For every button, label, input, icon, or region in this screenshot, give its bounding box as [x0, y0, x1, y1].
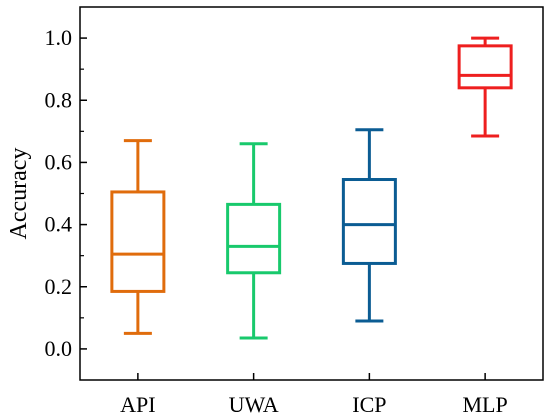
plot-frame — [79, 6, 544, 381]
x-tick-label-api: API — [120, 392, 155, 417]
box-icp — [341, 128, 397, 323]
box-api — [110, 139, 166, 335]
y-tick-label: 0.6 — [45, 149, 73, 174]
y-tick-label: 1.0 — [45, 25, 73, 50]
box-uwa — [226, 142, 282, 340]
box-iqr-mlp — [457, 44, 513, 90]
box-iqr-icp — [341, 178, 397, 265]
y-tick-label: 0.4 — [45, 212, 73, 237]
box-mlp — [457, 36, 513, 138]
box-series — [110, 36, 513, 340]
y-tick-labels: 0.0 0.2 0.4 0.6 0.8 1.0 — [45, 25, 73, 361]
x-tick-label-mlp: MLP — [463, 392, 508, 417]
y-tick-label: 0.0 — [45, 336, 73, 361]
x-tick-label-uwa: UWA — [229, 392, 279, 417]
box-iqr-uwa — [226, 202, 282, 275]
x-tick-label-icp: ICP — [352, 392, 386, 417]
x-tick-labels: API UWA ICP MLP — [120, 392, 508, 417]
y-axis-title: Accuracy — [6, 148, 32, 240]
y-tick-label: 0.2 — [45, 274, 73, 299]
y-tick-label: 0.8 — [45, 87, 73, 112]
box-iqr-api — [110, 190, 166, 293]
